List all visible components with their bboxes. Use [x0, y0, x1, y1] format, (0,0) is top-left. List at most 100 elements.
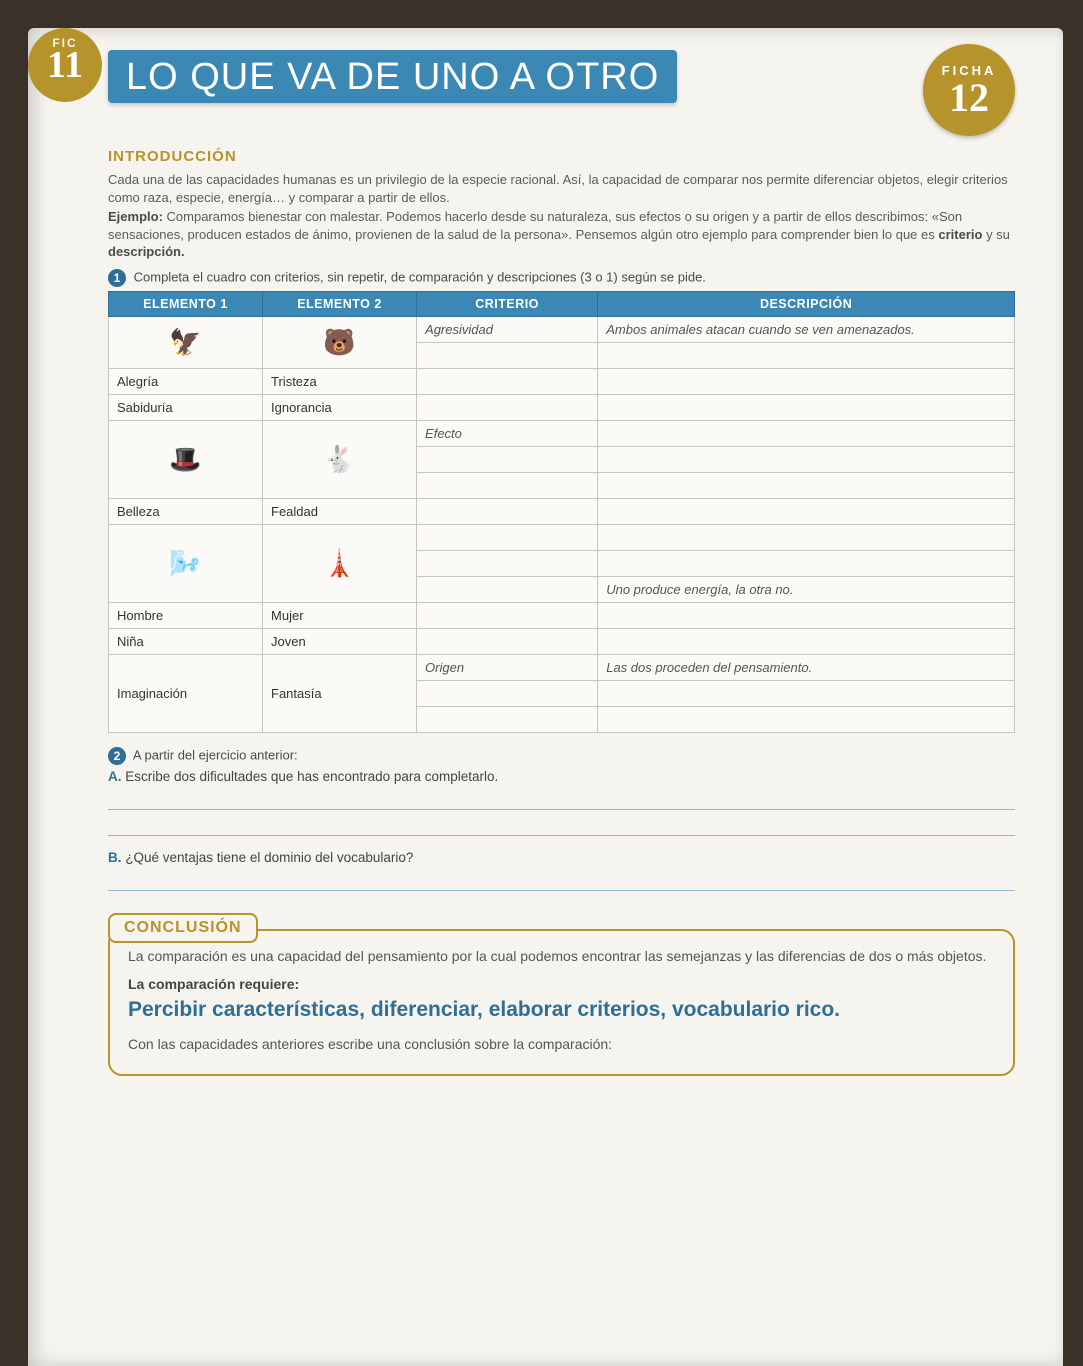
cell-elem1: Alegría	[109, 368, 263, 394]
cell-elem2: Ignorancia	[263, 394, 417, 420]
intro-paragraph-1: Cada una de las capacidades humanas es u…	[108, 171, 1015, 206]
cell-empty[interactable]	[417, 680, 598, 706]
answer-line[interactable]	[108, 788, 1015, 810]
conclusion-heading: CONCLUSIÓN	[108, 913, 258, 943]
bear-icon: 🐻	[263, 316, 417, 368]
ejemplo-label: Ejemplo:	[108, 209, 163, 224]
cell-empty[interactable]	[417, 498, 598, 524]
exercise-2-text: A partir del ejercicio anterior:	[133, 747, 298, 762]
cell-empty[interactable]	[417, 706, 598, 732]
bullet-1: 1	[108, 269, 126, 287]
intro-paragraph-2: Ejemplo: Comparamos bienestar con malest…	[108, 208, 1015, 261]
cell-elem1: Belleza	[109, 498, 263, 524]
table-row: 🌬️ 🗼	[109, 524, 1015, 550]
table-row: Niña Joven	[109, 628, 1015, 654]
cell-empty[interactable]	[417, 550, 598, 576]
cell-empty[interactable]	[598, 368, 1015, 394]
cell-empty[interactable]	[417, 472, 598, 498]
conclusion-box: La comparación es una capacidad del pens…	[108, 929, 1015, 1077]
th-elemento2: ELEMENTO 2	[263, 291, 417, 316]
ficha-number: 12	[949, 78, 989, 118]
answer-line[interactable]	[108, 869, 1015, 891]
bullet-2: 2	[108, 747, 126, 765]
table-row: Imaginación Fantasía Origen Las dos proc…	[109, 654, 1015, 680]
cell-elem2: Joven	[263, 628, 417, 654]
cell-empty[interactable]	[598, 394, 1015, 420]
cell-elem2: Fantasía	[263, 654, 417, 732]
cell-empty[interactable]	[598, 706, 1015, 732]
cell-empty[interactable]	[598, 524, 1015, 550]
magic-hat-icon: 🎩	[109, 420, 263, 498]
eagle-icon: 🦅	[109, 316, 263, 368]
cell-empty[interactable]	[598, 472, 1015, 498]
tower-icon: 🗼	[263, 524, 417, 602]
page-title: LO QUE VA DE UNO A OTRO	[108, 50, 677, 103]
table-row: Hombre Mujer	[109, 602, 1015, 628]
cell-criterio: Efecto	[417, 420, 598, 446]
cell-elem1: Imaginación	[109, 654, 263, 732]
cell-empty[interactable]	[598, 550, 1015, 576]
cell-elem2: Mujer	[263, 602, 417, 628]
cell-descripcion: Ambos animales atacan cuando se ven amen…	[598, 316, 1015, 342]
conclusion-task: Con las capacidades anteriores escribe u…	[128, 1036, 995, 1052]
cell-empty[interactable]	[417, 628, 598, 654]
cell-elem2: Tristeza	[263, 368, 417, 394]
th-criterio: CRITERIO	[417, 291, 598, 316]
answer-line[interactable]	[108, 814, 1015, 836]
th-elemento1: ELEMENTO 1	[109, 291, 263, 316]
table-row: Sabiduría Ignorancia	[109, 394, 1015, 420]
ejemplo-text-2: y su	[982, 227, 1009, 242]
letter-a: A.	[108, 769, 122, 784]
ficha-badge: FICHA 12	[923, 44, 1015, 136]
table-row: 🎩 🐇 Efecto	[109, 420, 1015, 446]
cell-empty[interactable]	[598, 498, 1015, 524]
descripcion-bold: descripción.	[108, 244, 185, 259]
cell-empty[interactable]	[417, 446, 598, 472]
question-a: A. Escribe dos dificultades que has enco…	[108, 769, 1015, 784]
criterio-bold: criterio	[938, 227, 982, 242]
rabbit-hat-icon: 🐇	[263, 420, 417, 498]
intro-heading: INTRODUCCIÓN	[108, 148, 1015, 165]
th-descripcion: DESCRIPCIÓN	[598, 291, 1015, 316]
table-row: Belleza Fealdad	[109, 498, 1015, 524]
cell-empty[interactable]	[417, 602, 598, 628]
cell-empty[interactable]	[598, 680, 1015, 706]
cell-criterio: Origen	[417, 654, 598, 680]
cell-elem1: Sabiduría	[109, 394, 263, 420]
exercise-1-text: Completa el cuadro con criterios, sin re…	[134, 269, 706, 284]
table-row: 🦅 🐻 Agresividad Ambos animales atacan cu…	[109, 316, 1015, 342]
cell-empty[interactable]	[598, 420, 1015, 446]
cell-empty[interactable]	[417, 524, 598, 550]
cell-descripcion: Uno produce energía, la otra no.	[598, 576, 1015, 602]
letter-b: B.	[108, 850, 122, 865]
header-row: LO QUE VA DE UNO A OTRO FICHA 12	[108, 50, 1015, 136]
cell-empty[interactable]	[598, 342, 1015, 368]
cell-criterio: Agresividad	[417, 316, 598, 342]
cell-empty[interactable]	[417, 394, 598, 420]
windmill-icon: 🌬️	[109, 524, 263, 602]
ejemplo-text: Comparamos bienestar con malestar. Podem…	[108, 209, 962, 242]
exercise-2-instruction: 2 A partir del ejercicio anterior:	[108, 747, 1015, 765]
table-header-row: ELEMENTO 1 ELEMENTO 2 CRITERIO DESCRIPCI…	[109, 291, 1015, 316]
comparison-table: ELEMENTO 1 ELEMENTO 2 CRITERIO DESCRIPCI…	[108, 291, 1015, 733]
cell-empty[interactable]	[598, 628, 1015, 654]
introduction-section: INTRODUCCIÓN Cada una de las capacidades…	[108, 148, 1015, 261]
question-b-text: ¿Qué ventajas tiene el dominio del vocab…	[122, 850, 414, 865]
worksheet-page: FIC 11 LO QUE VA DE UNO A OTRO FICHA 12 …	[28, 28, 1063, 1366]
cell-empty[interactable]	[598, 446, 1015, 472]
cell-empty[interactable]	[417, 342, 598, 368]
cell-elem1: Niña	[109, 628, 263, 654]
question-b: B. ¿Qué ventajas tiene el dominio del vo…	[108, 850, 1015, 865]
conclusion-text: La comparación es una capacidad del pens…	[128, 947, 995, 967]
exercise-1-instruction: 1 Completa el cuadro con criterios, sin …	[108, 269, 1015, 287]
exercise-2: 2 A partir del ejercicio anterior: A. Es…	[108, 747, 1015, 891]
cell-empty[interactable]	[417, 576, 598, 602]
cell-elem2: Fealdad	[263, 498, 417, 524]
question-a-text: Escribe dos dificultades que has encontr…	[122, 769, 499, 784]
cell-elem1: Hombre	[109, 602, 263, 628]
cell-empty[interactable]	[598, 602, 1015, 628]
conclusion-keywords: Percibir características, diferenciar, e…	[128, 998, 995, 1022]
conclusion-requires: La comparación requiere:	[128, 976, 995, 992]
cell-descripcion: Las dos proceden del pensamiento.	[598, 654, 1015, 680]
cell-empty[interactable]	[417, 368, 598, 394]
